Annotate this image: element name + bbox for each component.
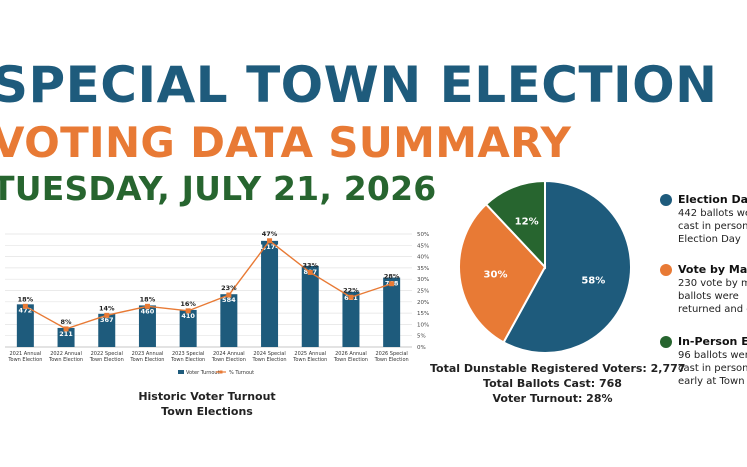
bar-value-label: 367	[100, 316, 114, 324]
turnout-point-label: 22%	[343, 286, 359, 294]
pie-stats: Total Dunstable Registered Voters: 2,777…	[430, 361, 686, 406]
right-axis-tick-label: 15%	[417, 311, 429, 317]
bar	[16, 304, 34, 347]
bar-value-label: 211	[59, 330, 73, 338]
bar	[383, 277, 401, 347]
legend-description: 96 ballots were cast in person early at …	[678, 350, 747, 387]
right-axis-tick-label: 5%	[417, 334, 426, 340]
headline-date: TUESDAY, JULY 21, 2026	[0, 169, 437, 208]
right-axis-tick-label: 50%	[417, 232, 429, 238]
x-axis-category-label: 2024 Annual Town Election	[211, 351, 246, 363]
turnout-point	[63, 326, 69, 332]
chart-caption-line2: Town Elections	[161, 405, 253, 418]
x-axis-category-label: 2022 Annual Town Election	[48, 351, 83, 363]
turnout-point	[104, 312, 110, 318]
pie-slice	[502, 179, 632, 354]
x-axis-category-label: 2022 Special Town Election	[89, 351, 124, 363]
legend-line-label: % Turnout	[229, 370, 254, 376]
legend-bar-swatch	[178, 370, 184, 374]
turnout-chart: 0% 5% 10% 15% 20% 25% 30% 35% 40% 45% 50% 472 211 367…	[5, 230, 429, 376]
chart-caption-line1: Historic Voter Turnout	[138, 390, 276, 403]
registered-voters-stat: Total Dunstable Registered Voters: 2,777	[430, 362, 686, 375]
x-axis-category-label: 2024 Special Town Election	[252, 351, 287, 363]
x-axis-category-label: 2026 Annual Town Election	[333, 351, 368, 363]
voter-turnout-stat: Voter Turnout: 28%	[492, 392, 613, 405]
turnout-point-label: 28%	[384, 273, 400, 281]
turnout-point-label: 18%	[140, 295, 156, 303]
turnout-point-label: 18%	[18, 295, 34, 303]
right-axis-tick-label: 25%	[417, 289, 429, 295]
turnout-point	[307, 269, 313, 275]
turnout-point	[267, 238, 273, 244]
bar	[57, 327, 75, 347]
pie-slice-label: 58%	[581, 275, 605, 286]
legend-description: 442 ballots were cast in person Election…	[678, 208, 747, 245]
turnout-line	[25, 239, 392, 330]
right-axis-tick-label: 20%	[417, 300, 429, 306]
turnout-point	[226, 292, 232, 298]
bar-value-label: 584	[222, 296, 236, 304]
bar-value-label: 472	[19, 306, 33, 314]
turnout-point	[348, 294, 354, 300]
legend-dot	[660, 336, 672, 348]
right-axis-tick-label: 45%	[417, 243, 429, 249]
legend-dot	[660, 264, 672, 276]
turnout-point-label: 33%	[302, 261, 318, 269]
legend-title: In-Person Ea	[678, 335, 747, 348]
x-axis-category-label: 2026 Special Town Election	[374, 351, 409, 363]
bar	[138, 305, 156, 347]
legend-title: Vote by Mail	[678, 263, 747, 276]
bar	[301, 265, 319, 347]
turnout-point-label: 8%	[61, 318, 73, 326]
x-axis-category-label: 2023 Annual Town Election	[129, 351, 164, 363]
turnout-point-label: 23%	[221, 284, 237, 292]
headline-subtitle: VOTING DATA SUMMARY	[0, 118, 572, 167]
turnout-point-label: 47%	[262, 230, 278, 238]
legend-line-marker	[219, 370, 223, 374]
right-axis-tick-label: 10%	[417, 322, 429, 328]
x-axis-category-label: 2023 Special Town Election	[170, 351, 205, 363]
pie-slice	[458, 202, 547, 344]
chart-caption: Historic Voter Turnout Town Elections	[107, 389, 307, 419]
turnout-point-label: 16%	[180, 300, 196, 308]
turnout-point	[22, 303, 28, 309]
ballots-cast-stat: Total Ballots Cast: 768	[483, 377, 622, 390]
pie-chart: 58% 30% 12%	[458, 179, 632, 354]
headline-title: SPECIAL TOWN ELECTION	[0, 56, 718, 114]
x-axis-category-label: 2021 Annual Town Election	[7, 351, 42, 363]
right-axis-tick-label: 30%	[417, 277, 429, 283]
legend-dot	[660, 194, 672, 206]
x-axis-category-label: 2025 Annual Town Election	[292, 351, 327, 363]
legend-description: 230 vote by mail ballots were returned a…	[678, 278, 747, 315]
right-axis-tick-label: 35%	[417, 266, 429, 272]
turnout-point	[185, 308, 191, 314]
bar	[261, 240, 279, 347]
right-axis-tick-label: 0%	[417, 345, 426, 351]
bar	[98, 313, 116, 347]
pie-slice-label: 12%	[515, 217, 539, 228]
bar	[220, 294, 238, 347]
turnout-point	[144, 303, 150, 309]
legend-bar-label: Voter Turnout	[186, 370, 220, 376]
legend-title: Election Day	[678, 193, 747, 206]
turnout-point-label: 14%	[99, 304, 115, 312]
turnout-point	[389, 281, 395, 287]
bar	[342, 291, 360, 347]
pie-slice	[484, 179, 546, 270]
bar	[179, 309, 197, 347]
bar-value-label: 1,174	[259, 243, 280, 251]
bar-value-label: 410	[181, 312, 195, 320]
bar-value-label: 460	[141, 307, 155, 315]
pie-slice-label: 30%	[484, 269, 508, 280]
right-axis-tick-label: 40%	[417, 255, 429, 261]
